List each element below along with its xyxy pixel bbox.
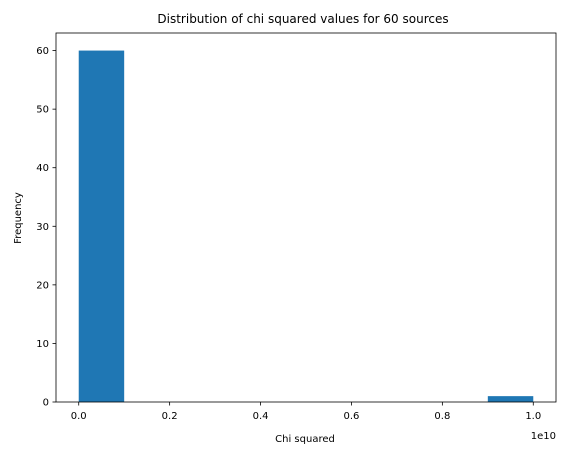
- x-tick-label: 1.0: [525, 411, 541, 422]
- y-tick-label: 40: [36, 163, 49, 174]
- y-tick-label: 50: [36, 105, 49, 116]
- x-axis-ticks: 0.0 0.2 0.4 0.6 0.8 1.0: [71, 402, 541, 422]
- histogram-bars: [78, 50, 534, 402]
- x-tick-label: 0.8: [434, 411, 450, 422]
- histogram-bar: [78, 50, 125, 402]
- x-axis-label: Chi squared: [275, 434, 335, 445]
- x-tick-label: 0.0: [71, 411, 87, 422]
- x-axis-offset-label: 1e10: [531, 431, 556, 442]
- plot-frame: [55, 32, 557, 403]
- x-tick-label: 0.2: [162, 411, 178, 422]
- y-axis-label: Frequency: [13, 192, 24, 244]
- chart-title: Distribution of chi squared values for 6…: [157, 12, 448, 26]
- y-axis-ticks: 0 10 20 30 40 50 60: [36, 46, 56, 409]
- y-tick-label: 60: [36, 46, 49, 57]
- y-tick-label: 30: [36, 222, 49, 233]
- x-tick-label: 0.6: [344, 411, 360, 422]
- y-tick-label: 20: [36, 280, 49, 291]
- x-tick-label: 0.4: [253, 411, 269, 422]
- histogram-bar: [487, 396, 534, 402]
- y-tick-label: 0: [43, 398, 49, 409]
- y-tick-label: 10: [36, 339, 49, 350]
